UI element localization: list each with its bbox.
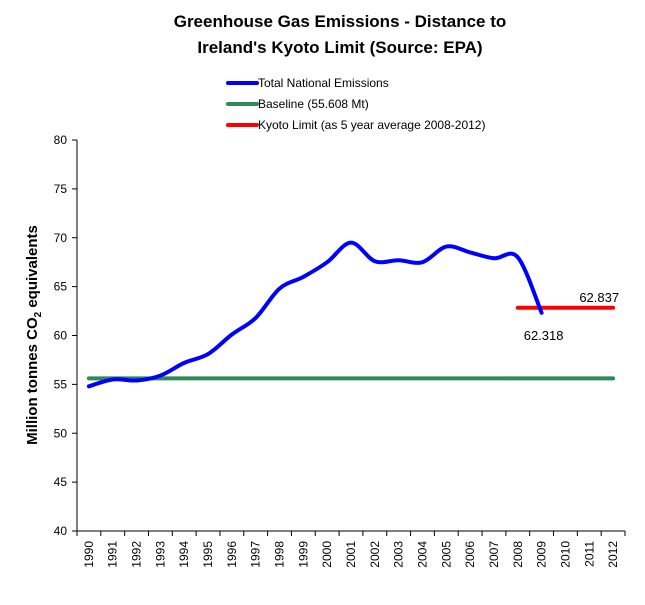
x-tick-label: 1997 [249, 541, 263, 568]
series-layer [86, 240, 616, 389]
y-tick-label: 70 [54, 231, 68, 245]
x-tick-label: 2006 [463, 541, 477, 568]
x-tick-label: 2011 [582, 541, 596, 567]
y-tick-label: 60 [54, 329, 68, 343]
y-axis-title-subscript: 2 [33, 311, 44, 317]
y-axis-title-tail: equivalents [24, 225, 41, 312]
legend-label: Baseline (55.608 Mt) [258, 97, 369, 111]
legend-item-kyoto-limit-as-5-year-average-2008-2012: Kyoto Limit (as 5 year average 2008-2012… [226, 118, 485, 132]
y-tick-label: 40 [54, 524, 68, 538]
x-tick-label: 1999 [296, 541, 310, 568]
x-tick-label: 1991 [106, 541, 120, 568]
y-tick-label: 75 [54, 182, 68, 196]
x-tick-label: 2012 [606, 541, 620, 568]
x-tick-label: 2001 [344, 541, 358, 568]
chart-title: Greenhouse Gas Emissions - Distance to I… [174, 12, 507, 57]
x-tick-label: 2005 [439, 541, 453, 568]
x-tick-label: 2000 [320, 541, 334, 568]
chart-title-line-1: Greenhouse Gas Emissions - Distance to [174, 12, 507, 31]
y-tick-label: 55 [54, 377, 68, 391]
legend-item-total-national-emissions: Total National Emissions [226, 76, 389, 90]
chart-title-line-2: Ireland's Kyoto Limit (Source: EPA) [197, 38, 482, 57]
x-tick-label: 1996 [225, 541, 239, 568]
x-tick-label: 2007 [487, 541, 501, 568]
legend-label: Total National Emissions [258, 76, 389, 90]
y-tick-label: 80 [54, 133, 68, 147]
annotations: 62.318 62.837 [524, 290, 619, 343]
legend-label: Kyoto Limit (as 5 year average 2008-2012… [258, 118, 485, 132]
x-tick-label: 2008 [511, 541, 525, 568]
axes: 40 45 50 55 60 65 70 75 80 1990 1991 1992 1993 1994 19… [54, 133, 626, 568]
x-tick-label: 2010 [558, 541, 572, 568]
x-tick-label: 2004 [415, 541, 429, 568]
y-tick-label: 65 [54, 280, 68, 294]
x-tick-label: 1995 [201, 541, 215, 568]
data-label-2009: 62.318 [524, 328, 564, 343]
x-tick-label: 1994 [177, 541, 191, 568]
x-tick-label: 1990 [82, 541, 96, 568]
y-axis-title: Million tonnes CO2 equivalents [24, 225, 44, 445]
x-tick-label: 1992 [130, 541, 144, 568]
y-tick-label: 50 [54, 426, 68, 440]
x-tick-label: 2002 [368, 541, 382, 568]
y-axis-label: Million tonnes CO2 equivalents [24, 225, 44, 445]
x-tick-label: 2009 [535, 541, 549, 568]
y-axis-title-main: Million tonnes CO [24, 317, 41, 445]
series-line-total-national-emissions [86, 240, 544, 389]
data-label-2012: 62.837 [579, 290, 619, 305]
x-tick-label: 2003 [392, 541, 406, 568]
x-tick-label: 1993 [153, 541, 167, 568]
legend: Total National Emissions Baseline (55.608… [226, 76, 485, 132]
x-tick-label: 1998 [273, 541, 287, 568]
legend-item-baseline-55-608-mt: Baseline (55.608 Mt) [226, 97, 369, 111]
y-tick-label: 45 [54, 475, 68, 489]
